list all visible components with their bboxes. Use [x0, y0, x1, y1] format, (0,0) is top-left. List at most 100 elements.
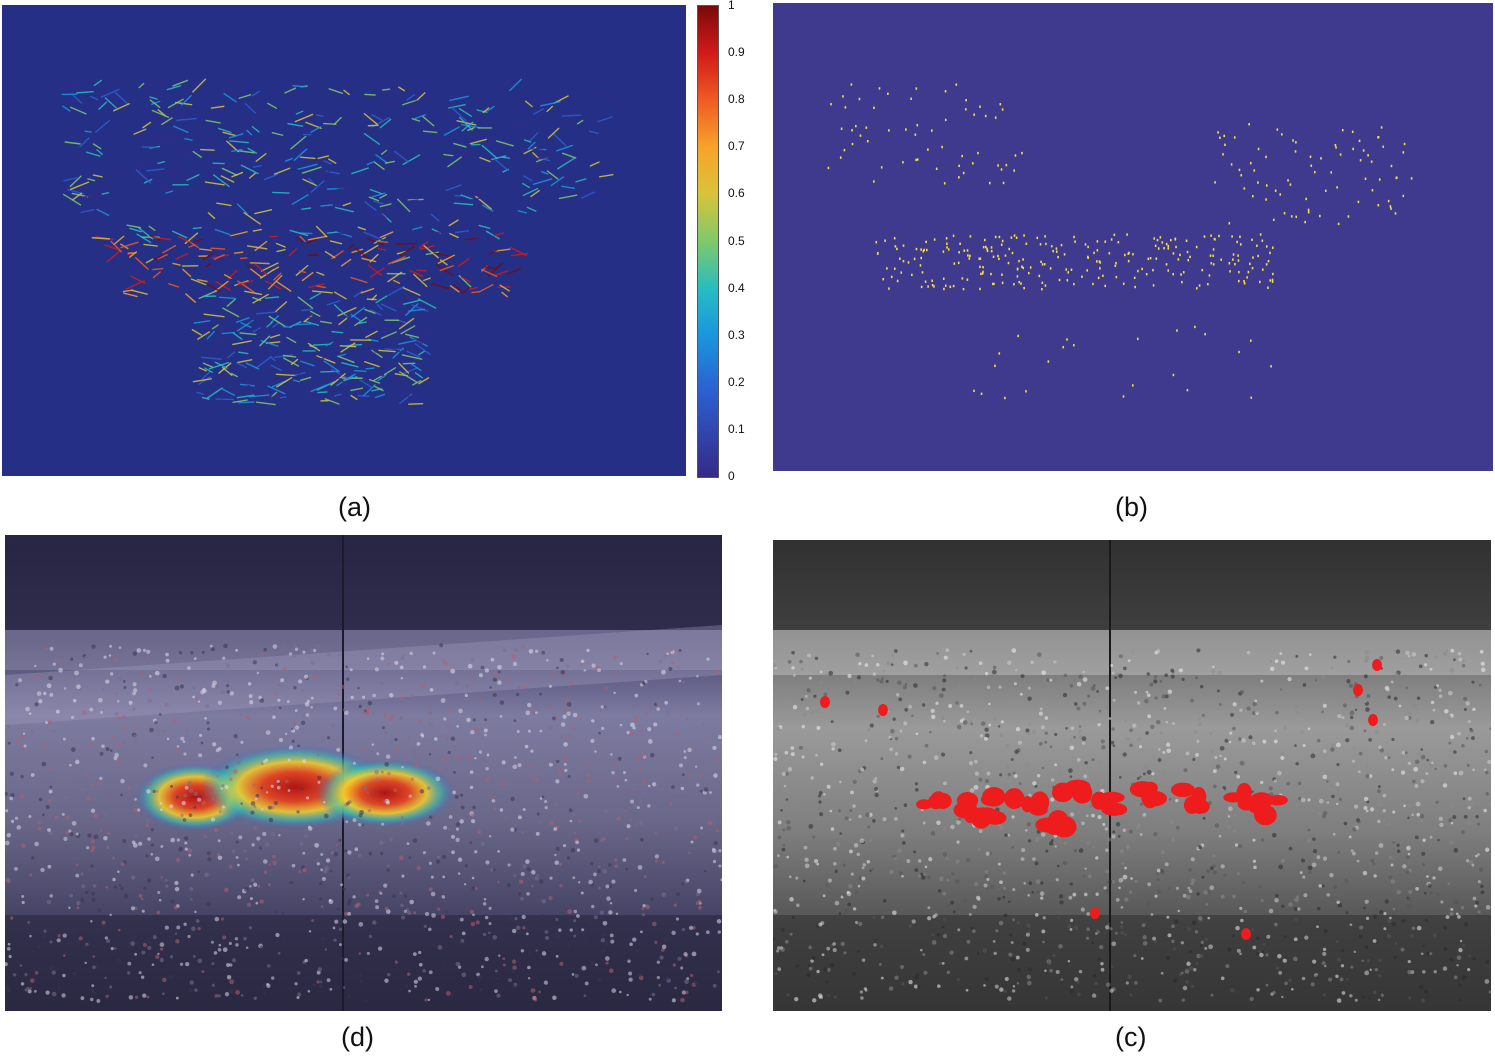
crowd-texture-dot: [1188, 868, 1192, 872]
crowd-texture-dot: [406, 910, 412, 915]
crowd-texture-dot: [492, 935, 498, 940]
crowd-texture-dot: [999, 773, 1003, 777]
detected-point: [842, 95, 844, 98]
crowd-texture-dot: [1312, 849, 1318, 854]
flow-streak: [411, 304, 429, 312]
crowd-texture-dot: [1193, 729, 1198, 735]
crowd-texture-dot: [496, 977, 499, 981]
crowd-texture-dot: [554, 853, 557, 857]
crowd-texture-dot: [602, 920, 608, 926]
crowd-texture-dot: [20, 734, 25, 739]
detected-point: [1279, 193, 1282, 196]
flow-streak: [466, 197, 483, 202]
crowd-texture-dot: [1420, 754, 1426, 760]
detected-point: [902, 244, 905, 247]
detected-point: [1307, 208, 1310, 212]
crowd-texture-dot: [773, 937, 776, 941]
crowd-texture-dot: [522, 926, 526, 930]
crowd-texture-dot: [1171, 838, 1175, 842]
crowd-texture-dot: [142, 943, 147, 947]
flow-streak: [316, 391, 328, 394]
crowd-texture-dot: [5, 809, 9, 813]
crowd-texture-dot: [872, 672, 877, 676]
crowd-texture-dot: [807, 964, 811, 967]
crowd-texture-dot: [583, 669, 586, 672]
crowd-texture-dot: [442, 875, 446, 879]
crowd-texture-dot: [946, 903, 950, 908]
crowd-texture-dot: [1361, 995, 1365, 999]
crowd-texture-dot: [492, 693, 497, 697]
flow-streak: [181, 94, 192, 106]
crowd-texture-dot: [428, 887, 433, 892]
detected-point: [933, 238, 936, 241]
crowd-texture-dot: [1395, 649, 1401, 654]
crowd-texture-dot: [1193, 968, 1197, 972]
crowd-texture-dot: [1182, 893, 1187, 898]
crowd-texture-dot: [1312, 837, 1316, 841]
crowd-texture-dot: [78, 787, 84, 792]
crowd-texture-dot: [1003, 989, 1007, 993]
crowd-texture-dot: [539, 879, 544, 884]
crowd-texture-dot: [459, 917, 464, 922]
detected-point: [979, 257, 982, 260]
crowd-texture-dot: [323, 813, 329, 819]
crowd-texture-dot: [375, 777, 381, 782]
flow-streak: [221, 167, 238, 176]
crowd-texture-dot: [1142, 812, 1147, 817]
crowd-texture-dot: [663, 936, 668, 942]
crowd-texture-dot: [457, 872, 461, 875]
crowd-texture-dot: [344, 710, 349, 716]
crowd-texture-dot: [569, 680, 574, 685]
crowd-texture-dot: [1349, 725, 1355, 731]
detected-point: [1203, 235, 1206, 238]
flow-streak: [172, 79, 189, 87]
crowd-texture-dot: [628, 971, 633, 976]
crowd-texture-dot: [1336, 763, 1340, 767]
flow-streak: [96, 208, 110, 217]
crowd-texture-dot: [193, 657, 197, 661]
crowd-texture-dot: [776, 854, 780, 858]
crowd-texture-dot: [1424, 653, 1428, 658]
detected-point: [1023, 286, 1025, 290]
crowd-texture-dot: [282, 645, 285, 648]
flow-streak: [338, 316, 349, 326]
crowd-texture-dot: [827, 878, 832, 883]
crowd-texture-dot: [507, 863, 511, 867]
crowd-texture-dot: [383, 883, 388, 888]
crowd-texture-dot: [1478, 867, 1484, 872]
detected-point: [1029, 266, 1032, 269]
flow-streak: [120, 108, 128, 114]
crowd-texture-dot: [573, 831, 577, 835]
crowd-texture-dot: [201, 970, 205, 974]
detected-point: [1272, 218, 1275, 222]
crowd-texture-dot: [338, 838, 342, 842]
crowd-texture-dot: [1067, 960, 1071, 963]
crowd-texture-dot: [1177, 909, 1181, 913]
crowd-texture-dot: [1015, 668, 1018, 672]
crowd-texture-dot: [1025, 947, 1030, 952]
crowd-texture-dot: [239, 713, 243, 716]
crowd-texture-dot: [1373, 874, 1377, 878]
crowd-texture-dot: [368, 851, 373, 856]
crowd-texture-dot: [308, 930, 312, 933]
flow-streak: [555, 144, 574, 152]
crowd-texture-dot: [428, 815, 433, 820]
detected-point: [992, 255, 995, 259]
crowd-texture-dot: [852, 972, 856, 976]
crowd-texture-dot: [564, 707, 569, 712]
crowd-texture-dot: [1400, 770, 1406, 775]
crowd-texture-dot: [68, 763, 72, 767]
crowd-texture-dot: [850, 790, 854, 795]
crowd-texture-dot: [1365, 774, 1370, 779]
crowd-texture-dot: [20, 775, 24, 779]
crowd-texture-dot: [780, 927, 785, 932]
crowd-texture-dot: [169, 804, 174, 809]
crowd-texture-dot: [1104, 827, 1109, 831]
detected-point: [1249, 262, 1251, 266]
detected-point: [1165, 242, 1168, 246]
crowd-texture-dot: [1134, 690, 1138, 694]
crowd-texture-dot: [174, 654, 179, 658]
detected-point: [1194, 325, 1196, 329]
crowd-texture-dot: [1296, 895, 1300, 899]
flow-streak: [142, 76, 159, 93]
